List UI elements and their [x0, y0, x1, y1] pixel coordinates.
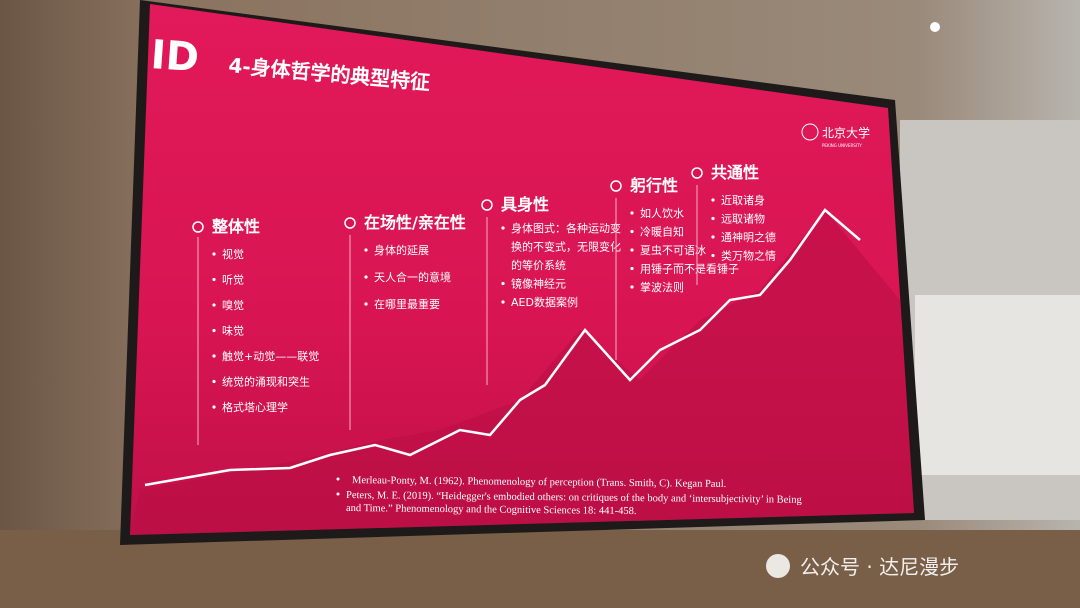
- section-item: 掌波法则: [640, 280, 684, 294]
- section-item: 身体图式：各种运动变: [511, 221, 621, 235]
- watermark-icon: [766, 554, 790, 578]
- section-heading: 整体性: [211, 217, 260, 236]
- whiteboard: [915, 295, 1080, 475]
- bullet: [212, 303, 216, 307]
- section-item: 近取诸身: [721, 193, 765, 207]
- bullet: [630, 248, 634, 252]
- reference-bullet: [336, 492, 340, 496]
- bullet: [711, 198, 715, 202]
- section-marker: [192, 221, 204, 233]
- section-marker: [610, 180, 622, 192]
- section-item: 天人合一的意境: [374, 270, 451, 284]
- mountain: [130, 210, 914, 535]
- section-item: 格式塔心理学: [222, 400, 288, 414]
- bullet: [212, 354, 216, 358]
- bullet: [630, 266, 634, 271]
- reference-bullet: [336, 477, 340, 481]
- section-heading: 在场性/亲在性: [364, 213, 466, 232]
- section-item: 远取诸物: [721, 212, 765, 226]
- bullet: [501, 300, 505, 304]
- section-item: 夏虫不可语冰: [640, 244, 706, 257]
- logo: ID: [149, 32, 200, 81]
- section-item: 味觉: [222, 325, 244, 338]
- bullet: [364, 275, 368, 279]
- university-name: 北京大学: [822, 125, 870, 140]
- bullet: [212, 328, 216, 333]
- university-english: PEKING UNIVERSITY: [822, 143, 862, 148]
- section-marker: [691, 167, 703, 179]
- bullet: [711, 235, 715, 239]
- reference: Merleau-Ponty, M. (1962). Phenomenology …: [352, 475, 726, 490]
- section-item: 的等价系统: [511, 258, 566, 272]
- section-item: 触觉+动觉——联觉: [222, 349, 319, 363]
- bullet: [630, 211, 634, 215]
- reference: Peters, M. E. (2019). “Heidegger's embod…: [346, 490, 803, 506]
- bullet: [212, 405, 216, 409]
- reference: and Time.” Phenomenology and the Cogniti…: [346, 503, 637, 517]
- section-heading: 具身性: [501, 195, 549, 214]
- section-item: 统觉的涌现和突生: [222, 375, 310, 389]
- section-marker: [481, 199, 493, 211]
- section-item: 通神明之德: [721, 230, 776, 244]
- bullet: [501, 281, 505, 286]
- bullet: [212, 252, 216, 256]
- section-item: 嗅觉: [222, 298, 244, 312]
- section-heading: 共通性: [711, 163, 759, 182]
- bullet: [364, 248, 368, 252]
- university-emblem: [801, 123, 819, 141]
- section-item: 换的不变式，无限变化: [511, 240, 621, 254]
- section-item: 身体的延展: [374, 243, 429, 257]
- section-item: 在哪里最重要: [374, 297, 440, 311]
- bullet: [212, 379, 216, 384]
- section-item: 冷暖自知: [640, 225, 684, 239]
- bullet: [364, 302, 368, 306]
- mountain-line: [144, 208, 861, 487]
- section-marker: [344, 217, 356, 229]
- bullet: [711, 253, 715, 258]
- section-item: 用锤子而不是看锤子: [640, 262, 739, 276]
- section-item: 听觉: [222, 274, 244, 287]
- watermark: 公众号 · 达尼漫步: [800, 555, 959, 579]
- bullet: [212, 277, 216, 282]
- section-item: 类万物之情: [721, 249, 776, 263]
- ceiling-light: [930, 22, 940, 32]
- section-item: AED数据案例: [511, 295, 578, 309]
- bullet: [630, 229, 634, 234]
- section-heading: 躬行性: [630, 176, 678, 195]
- bullet: [501, 226, 505, 230]
- section-item: 镜像神经元: [511, 277, 566, 291]
- section-item: 如人饮水: [640, 206, 684, 220]
- section-item: 视觉: [222, 247, 244, 261]
- bullet: [630, 285, 634, 289]
- bullet: [711, 216, 715, 221]
